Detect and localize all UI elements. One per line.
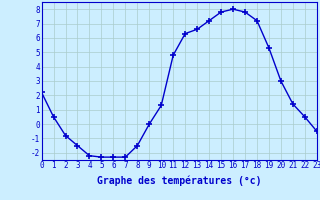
X-axis label: Graphe des températures (°c): Graphe des températures (°c): [97, 176, 261, 186]
